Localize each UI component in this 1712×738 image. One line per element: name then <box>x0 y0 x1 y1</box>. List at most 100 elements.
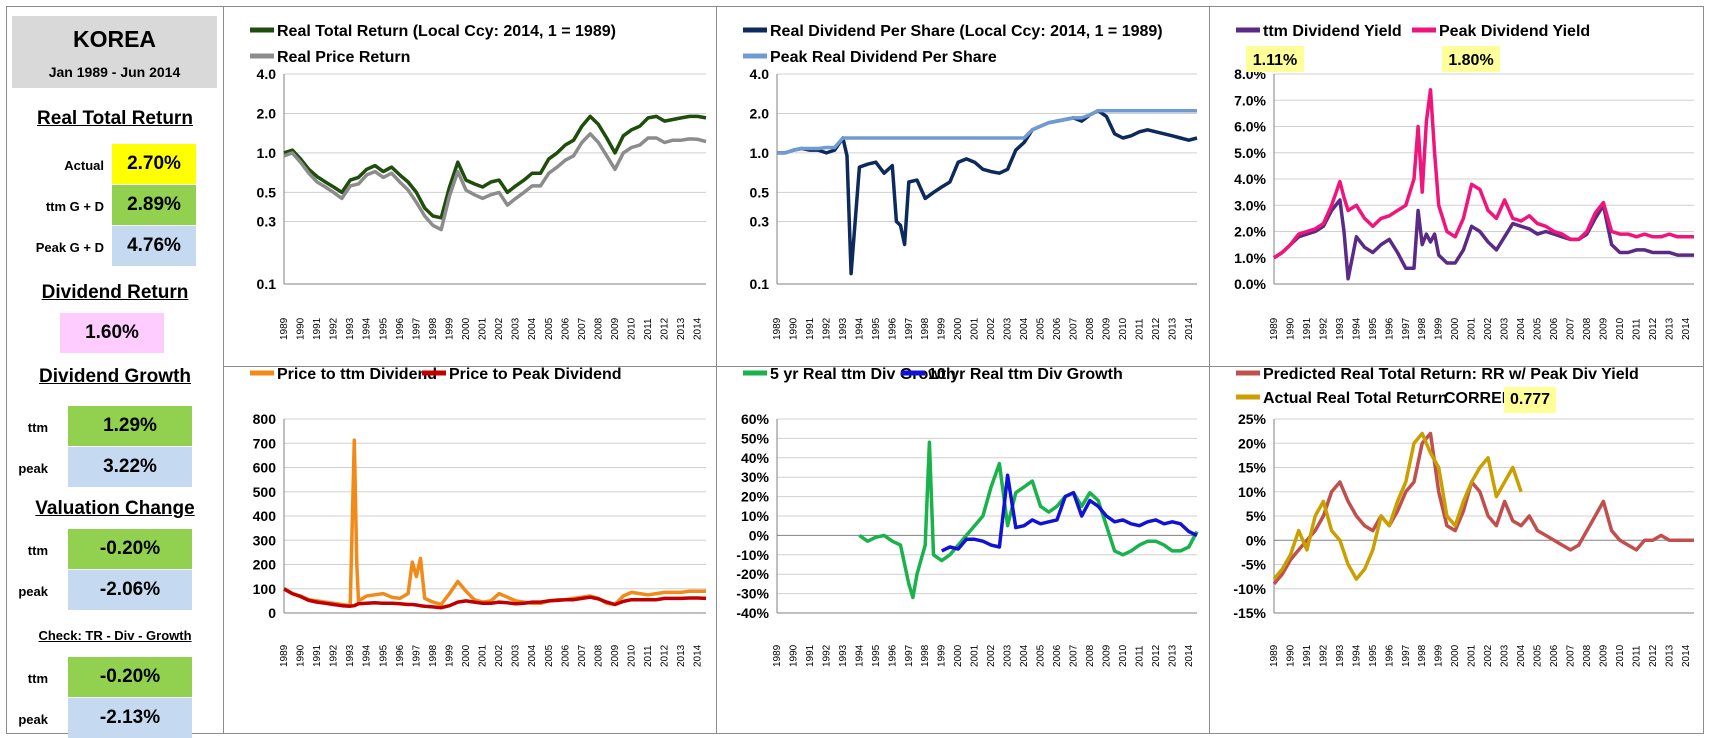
y-tick-label: 4.0 <box>750 66 770 82</box>
panel-divider-1 <box>716 6 717 734</box>
chart-svg: 25% 20% 15% 10% 5% 0% -5% -10% -15% 1989 1990 1991 1… <box>1233 366 1694 667</box>
legend-label: Real Price Return <box>277 49 410 66</box>
x-tick-label: 2013 <box>676 644 687 667</box>
date-range: Jan 1989 - Jun 2014 <box>48 64 181 80</box>
peak-gd-value: 4.76% <box>112 226 196 266</box>
x-tick-label: 2001 <box>1467 317 1478 340</box>
x-tick-label: 2010 <box>1615 317 1626 340</box>
x-tick-label: 1992 <box>1318 317 1329 340</box>
y-tick-label: 700 <box>253 435 277 451</box>
x-tick-label: 2009 <box>1101 644 1112 667</box>
chart-dividend-yield: 8.0% 7.0% 6.0% 5.0% 4.0% 3.0% 2.0% 1.0% 0.0% 1989… <box>1210 6 1704 366</box>
x-tick-label: 2010 <box>1118 317 1129 340</box>
real-total-return-heading: Real Total Return <box>37 108 193 129</box>
series-line <box>858 440 1199 600</box>
x-tick-label: 2013 <box>676 317 687 340</box>
x-tick-label: 2008 <box>593 317 604 340</box>
vc-ttm-value: -0.20% <box>68 529 192 569</box>
y-tick-label: 1.0 <box>257 145 277 161</box>
x-tick-label: 2008 <box>1085 644 1096 667</box>
title-box: KOREA Jan 1989 - Jun 2014 <box>12 16 217 88</box>
x-tick-label: 2007 <box>577 644 588 667</box>
x-tick-label: 1998 <box>428 317 439 340</box>
legend-label: Price to Peak Dividend <box>449 366 622 383</box>
x-tick-label: 1991 <box>1302 317 1313 340</box>
y-tick-label: 2.0% <box>1234 224 1266 240</box>
dashboard-frame <box>6 6 1704 734</box>
x-tick-label: 2006 <box>1052 317 1063 340</box>
x-tick-label: 1991 <box>1302 644 1313 667</box>
x-tick-label: 1999 <box>1434 317 1445 340</box>
x-tick-label: 2004 <box>527 317 538 340</box>
x-tick-label: 1995 <box>1368 644 1379 667</box>
x-tick-label: 1997 <box>904 317 915 340</box>
y-tick-label: 0 <box>268 605 276 621</box>
legend-label: Price to ttm Dividend <box>277 366 437 383</box>
x-tick-label: 1999 <box>1434 644 1445 667</box>
series-line <box>283 132 707 232</box>
x-tick-label: 1992 <box>821 317 832 340</box>
y-tick-label: 4.0 <box>257 66 277 82</box>
y-tick-label: 10% <box>1238 484 1267 500</box>
x-tick-label: 1997 <box>1401 317 1412 340</box>
legend-label: ttm Dividend Yield <box>1263 23 1402 40</box>
x-tick-label: 1989 <box>279 644 290 667</box>
country-name: KOREA <box>72 26 157 52</box>
y-tick-label: 500 <box>253 484 277 500</box>
x-tick-label: 1989 <box>1269 644 1280 667</box>
legend-label: 5 yr Real ttm Div Growth <box>770 366 956 383</box>
chart-real-dividend-per-share: 4.0 2.0 1.0 0.5 0.3 0.1 1989 1990 1991 1992 1993 19… <box>717 6 1209 366</box>
x-tick-label: 2011 <box>1631 318 1642 340</box>
x-tick-label: 2007 <box>1068 644 1079 667</box>
correl-label: CORREL <box>1444 390 1512 407</box>
x-tick-label: 2012 <box>1648 644 1659 667</box>
y-tick-label: 1.0 <box>750 145 770 161</box>
x-tick-label: 1999 <box>444 317 455 340</box>
x-tick-label: 2003 <box>511 317 522 340</box>
x-tick-label: 2010 <box>1615 644 1626 667</box>
dg-ttm-value: 1.29% <box>68 406 192 446</box>
x-tick-label: 2010 <box>1118 644 1129 667</box>
series-line <box>777 108 1198 276</box>
x-tick-label: 1994 <box>854 317 865 340</box>
x-tick-label: 1994 <box>362 317 373 340</box>
dg-peak-label: peak <box>18 461 48 476</box>
y-tick-label: 3.0% <box>1234 197 1266 213</box>
x-tick-label: 2002 <box>1483 317 1494 340</box>
chart-svg: 8.0%7.0%6.0%5.0%4.0%3.0%2.0%1.0%0.0%1989… <box>1234 23 1694 340</box>
y-tick-label: 6.0% <box>1234 119 1266 135</box>
y-tick-label: 40% <box>741 450 770 466</box>
legend-label: Peak Real Dividend Per Share <box>770 49 997 66</box>
y-tick-label: 0% <box>1246 532 1267 548</box>
x-tick-label: 1997 <box>411 317 422 340</box>
x-tick-label: 2012 <box>660 644 671 667</box>
x-tick-label: 2014 <box>1184 317 1195 340</box>
y-tick-label: 300 <box>253 532 277 548</box>
x-tick-label: 2009 <box>1598 317 1609 340</box>
x-tick-label: 2000 <box>953 317 964 340</box>
ttm-gd-value: 2.89% <box>112 185 196 225</box>
x-tick-label: 2008 <box>593 644 604 667</box>
x-tick-label: 2011 <box>643 318 654 340</box>
y-tick-label: -40% <box>736 605 769 621</box>
y-tick-label: 20% <box>1238 435 1267 451</box>
x-tick-label: 2004 <box>1019 317 1030 340</box>
x-tick-label: 1999 <box>937 644 948 667</box>
x-tick-label: 1990 <box>788 317 799 340</box>
chart-svg: 60% 50% 40% 30% 20% 10% 0% -10% -20% -30% -40% 1989… <box>736 366 1199 667</box>
x-tick-label: 1993 <box>838 644 849 667</box>
x-tick-label: 2002 <box>1483 644 1494 667</box>
x-tick-label: 2014 <box>1184 644 1195 667</box>
x-tick-label: 2001 <box>478 317 489 340</box>
x-tick-label: 2008 <box>1085 317 1096 340</box>
x-tick-label: 1996 <box>887 317 898 340</box>
dg-ttm-label: ttm <box>27 420 48 435</box>
annotation-value: 1.11% <box>1253 52 1297 69</box>
y-tick-label: -10% <box>736 547 769 563</box>
series-line <box>1272 431 1523 581</box>
x-tick-label: 1995 <box>378 644 389 667</box>
y-tick-label: -5% <box>1241 557 1266 573</box>
x-tick-label: 2000 <box>1450 644 1461 667</box>
x-tick-label: 2011 <box>1134 318 1145 340</box>
check-heading: Check: TR - Div - Growth <box>38 628 192 643</box>
